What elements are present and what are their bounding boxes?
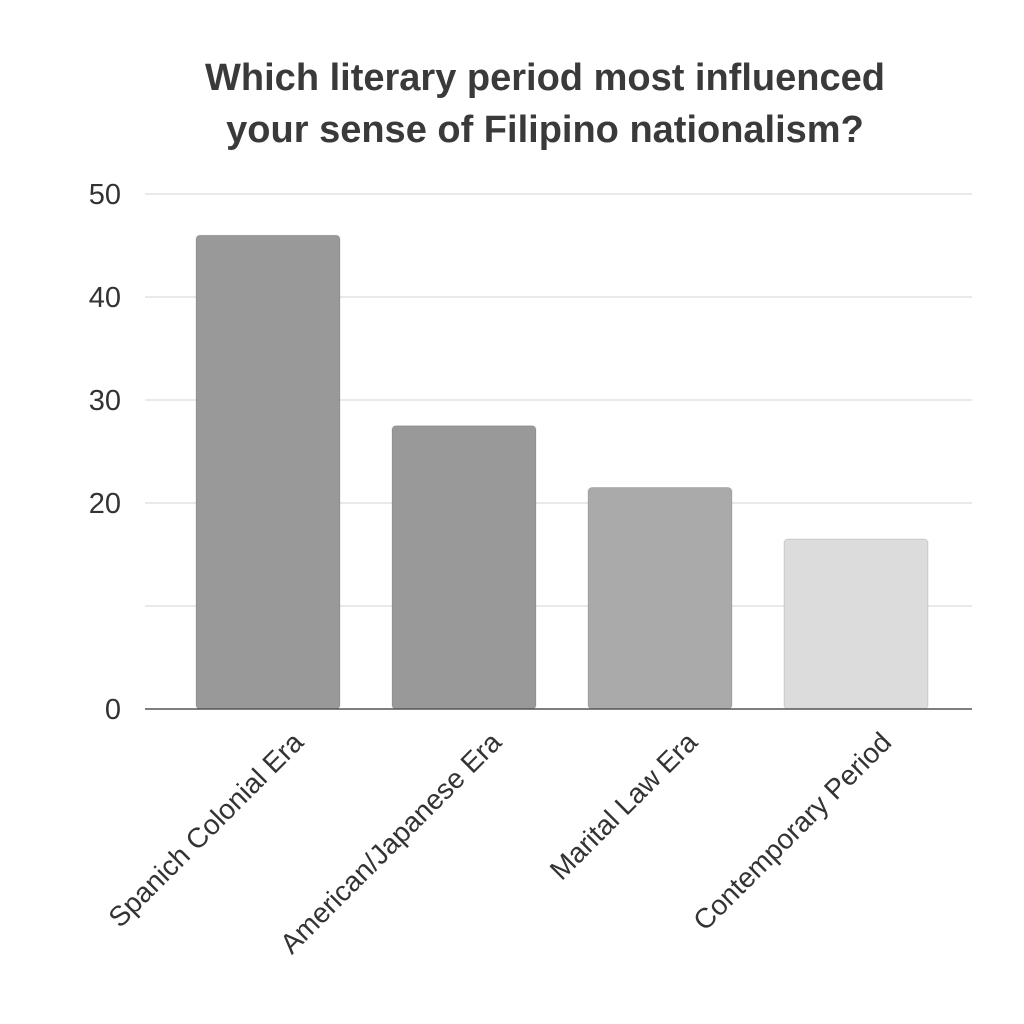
chart-title-line-2: your sense of Filipino nationalism?	[226, 109, 864, 151]
bar-1	[391, 425, 537, 710]
bars	[195, 234, 929, 710]
category-label-0: Spanich Colonial Era	[102, 726, 309, 933]
y-tick-labels: 0 20 30 40 50	[89, 179, 121, 726]
bar-0	[195, 234, 341, 710]
y-tick-label-20: 20	[89, 488, 121, 520]
category-label-3: Contemporary Period	[687, 726, 897, 936]
category-label-2: Marital Law Era	[544, 726, 704, 886]
y-tick-label-0: 0	[105, 694, 121, 726]
y-tick-label-40: 40	[89, 282, 121, 314]
category-label-1: American/Japanese Era	[274, 726, 508, 960]
y-tick-label-30: 30	[89, 385, 121, 417]
chart-title: Which literary period most influenced yo…	[0, 52, 1024, 156]
chart-title-line-1: Which literary period most influenced	[205, 57, 885, 99]
y-tick-label-50: 50	[89, 179, 121, 211]
bar-3	[783, 538, 929, 710]
bar-2	[587, 487, 733, 710]
